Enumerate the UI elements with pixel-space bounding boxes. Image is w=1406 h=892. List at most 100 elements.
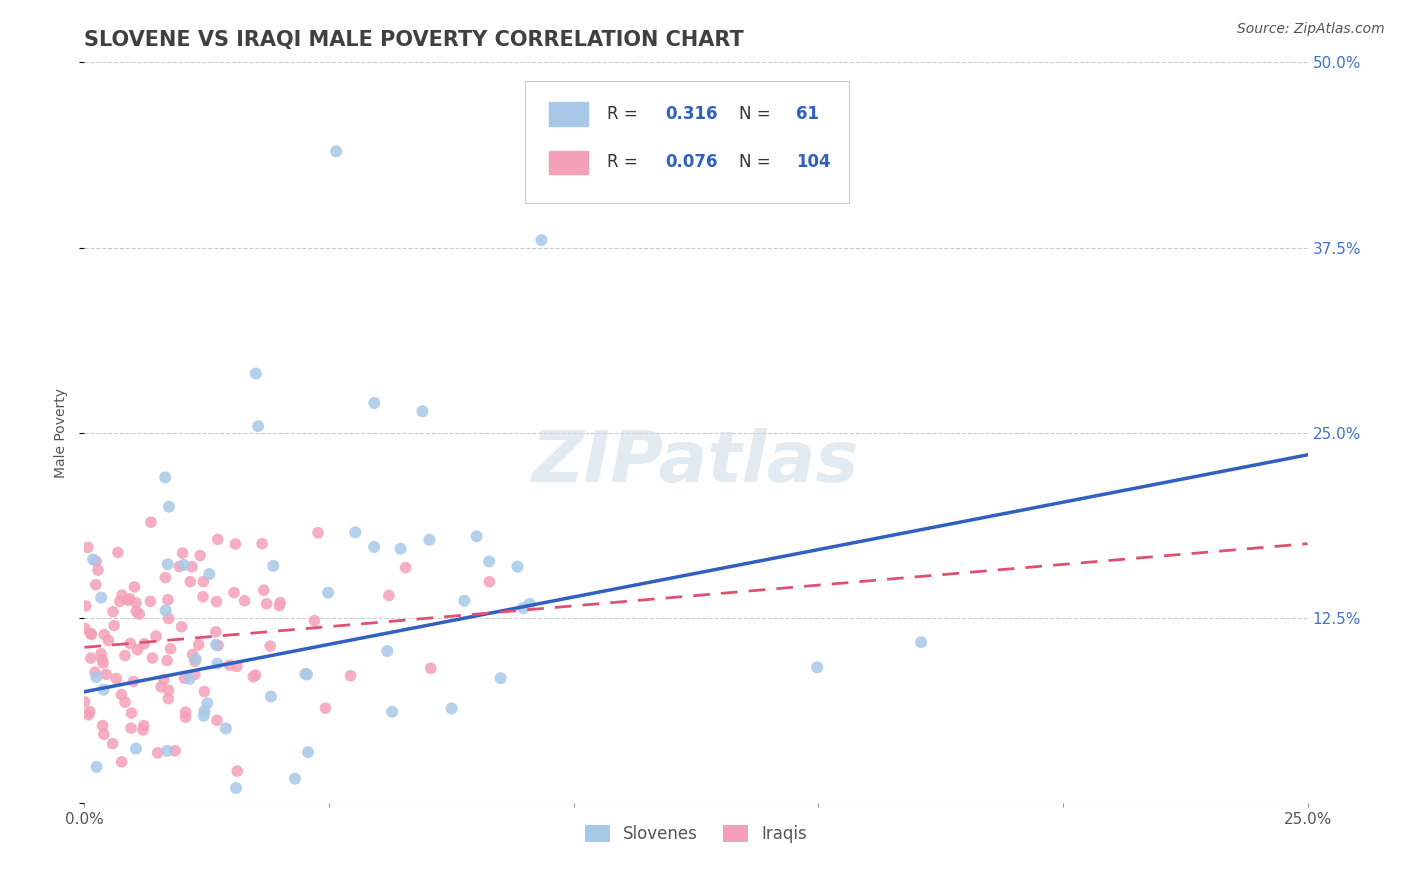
Point	[84, 554, 107, 568]
Point	[259, 639, 281, 653]
Point	[453, 594, 475, 608]
Y-axis label: Male Poverty: Male Poverty	[53, 388, 67, 477]
Text: 61: 61	[796, 105, 820, 123]
Point	[207, 638, 229, 652]
Point	[159, 641, 181, 656]
Point	[478, 574, 501, 589]
Point	[157, 691, 180, 706]
Text: N =: N =	[738, 105, 776, 123]
Point	[225, 780, 247, 795]
Point	[153, 673, 176, 687]
Text: 104: 104	[796, 153, 831, 171]
Point	[256, 597, 278, 611]
Point	[84, 665, 107, 680]
Point	[181, 648, 204, 662]
Point	[173, 671, 195, 685]
Point	[146, 746, 169, 760]
Point	[411, 404, 433, 418]
Point	[103, 618, 125, 632]
Point	[122, 674, 145, 689]
Point	[96, 667, 118, 681]
Text: Source: ZipAtlas.com: Source: ZipAtlas.com	[1237, 22, 1385, 37]
Point	[155, 570, 177, 584]
Point	[82, 552, 104, 566]
Point	[120, 636, 142, 650]
Point	[172, 546, 194, 560]
Point	[91, 652, 114, 666]
Point	[314, 701, 336, 715]
Point	[245, 367, 267, 381]
Point	[134, 637, 156, 651]
Point	[90, 591, 112, 605]
Point	[86, 825, 108, 839]
Point	[512, 601, 534, 615]
Text: N =: N =	[738, 153, 776, 171]
Point	[269, 599, 291, 613]
Point	[118, 591, 141, 606]
Point	[193, 708, 215, 723]
Point	[125, 741, 148, 756]
Bar	[550, 103, 588, 126]
Point	[120, 721, 142, 735]
Point	[93, 727, 115, 741]
Point	[170, 620, 193, 634]
Point	[191, 590, 214, 604]
Point	[307, 525, 329, 540]
Point	[519, 597, 541, 611]
Point	[284, 772, 307, 786]
Point	[222, 585, 245, 599]
Text: ZIPatlas: ZIPatlas	[533, 428, 859, 497]
Point	[207, 533, 229, 547]
Point	[101, 737, 124, 751]
Legend: Slovenes, Iraqis: Slovenes, Iraqis	[578, 819, 814, 850]
Point	[225, 659, 247, 673]
Point	[561, 814, 583, 828]
Point	[297, 745, 319, 759]
Point	[174, 705, 197, 719]
Point	[173, 558, 195, 572]
Point	[132, 723, 155, 737]
Point	[139, 594, 162, 608]
Point	[141, 651, 163, 665]
Point	[111, 755, 134, 769]
Point	[205, 624, 228, 639]
Point	[128, 607, 150, 622]
Point	[205, 714, 228, 728]
Point	[806, 660, 828, 674]
Point	[125, 596, 148, 610]
Point	[127, 642, 149, 657]
Point	[93, 682, 115, 697]
Point	[224, 537, 246, 551]
Point	[344, 525, 367, 540]
Point	[150, 680, 173, 694]
Point	[86, 760, 108, 774]
Point	[187, 638, 209, 652]
Point	[439, 814, 461, 828]
Point	[90, 647, 112, 661]
Point	[294, 666, 316, 681]
Point	[233, 594, 256, 608]
Point	[125, 605, 148, 619]
Point	[124, 580, 146, 594]
Point	[76, 541, 98, 555]
Point	[910, 635, 932, 649]
Point	[169, 559, 191, 574]
Point	[193, 704, 215, 718]
Point	[195, 696, 218, 710]
Point	[132, 718, 155, 732]
Point	[304, 614, 326, 628]
Point	[107, 545, 129, 559]
Point	[226, 764, 249, 778]
Point	[75, 599, 97, 613]
Point	[247, 419, 270, 434]
Point	[91, 656, 114, 670]
Point	[193, 818, 215, 832]
Point	[242, 670, 264, 684]
Text: SLOVENE VS IRAQI MALE POVERTY CORRELATION CHART: SLOVENE VS IRAQI MALE POVERTY CORRELATIO…	[84, 29, 744, 50]
Point	[378, 589, 401, 603]
Point	[375, 644, 398, 658]
Point	[156, 558, 179, 572]
Point	[114, 648, 136, 663]
Point	[218, 658, 240, 673]
Point	[105, 825, 128, 839]
